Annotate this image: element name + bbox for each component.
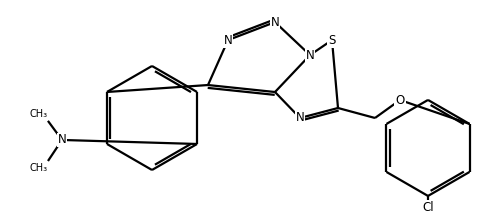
Text: N: N [271,16,279,29]
Text: CH₃: CH₃ [29,109,47,119]
Text: Cl: Cl [422,201,434,212]
Text: O: O [395,93,405,106]
Text: N: N [306,49,314,61]
Text: S: S [328,33,336,47]
Text: N: N [224,33,232,47]
Text: N: N [296,112,304,124]
Text: N: N [57,134,67,146]
Text: CH₃: CH₃ [29,163,47,173]
